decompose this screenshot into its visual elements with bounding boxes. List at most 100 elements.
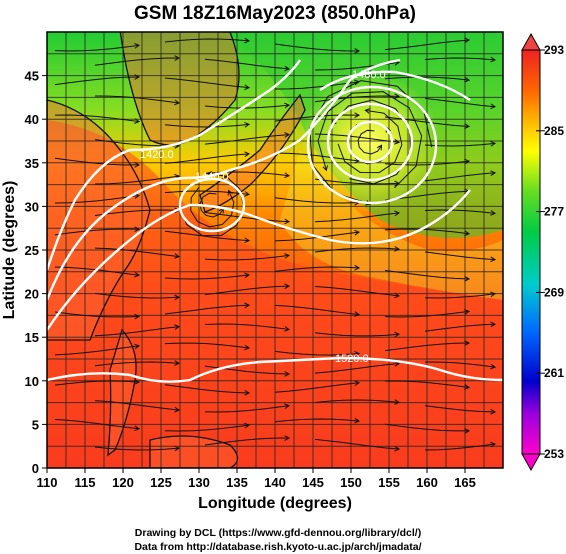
y-tick-label: 35 <box>25 156 39 171</box>
colorbar-tick-label: 285 <box>544 124 564 138</box>
x-tick-label: 155 <box>378 475 400 490</box>
streamline <box>424 172 496 182</box>
streamline-arrow <box>394 399 401 405</box>
streamline <box>54 157 140 166</box>
streamline <box>164 424 250 432</box>
streamline-arrow <box>134 379 141 385</box>
streamline <box>274 266 360 272</box>
streamline-arrow <box>364 108 371 114</box>
streamline <box>384 228 470 235</box>
streamline-arrow <box>394 292 401 299</box>
streamline-arrow <box>284 283 291 290</box>
streamline <box>179 172 245 237</box>
streamline <box>274 81 360 90</box>
streamline <box>94 247 180 258</box>
streamline-arrow <box>490 291 497 298</box>
x-tick-label: 140 <box>264 475 286 490</box>
streamline-arrow <box>490 56 497 63</box>
x-tick-label: 115 <box>75 475 96 490</box>
streamline <box>204 254 290 261</box>
colorbar-bottom-arrow <box>521 453 541 472</box>
streamline-arrow <box>376 144 383 151</box>
streamline-arrow <box>134 162 141 168</box>
streamline-arrow <box>354 264 361 271</box>
streamline <box>54 418 140 430</box>
streamline <box>204 171 290 177</box>
streamline-arrow <box>284 102 291 109</box>
streamline <box>54 44 140 52</box>
low-contour-ring-3 <box>306 85 438 205</box>
streamline <box>164 77 250 89</box>
streamline <box>424 405 496 413</box>
streamline <box>164 153 250 164</box>
streamline-arrow <box>464 37 471 44</box>
contour-labels: 1420.0 1440.0 1480.0 1520.0 <box>140 69 386 365</box>
streamline-arrow <box>490 256 497 263</box>
streamline <box>314 399 400 403</box>
streamline-arrow <box>244 151 251 157</box>
streamline-arrow <box>134 118 141 124</box>
streamline-arrow <box>394 93 401 100</box>
streamline <box>314 178 400 185</box>
streamline <box>314 212 400 223</box>
streamline-arrow <box>354 417 361 424</box>
streamline <box>204 285 290 296</box>
streamline <box>54 380 140 386</box>
streamline-arrow <box>490 103 497 110</box>
streamline-arrow <box>464 428 471 434</box>
streamline <box>164 38 250 43</box>
streamline-arrow <box>394 331 401 338</box>
x-tick-label: 145 <box>302 475 324 490</box>
streamline-arrow <box>464 76 471 83</box>
streamline <box>384 116 470 127</box>
contour-1460 <box>47 189 471 331</box>
streamline <box>190 186 235 228</box>
streamline <box>274 304 360 316</box>
streamline <box>94 57 180 66</box>
x-tick-label: 135 <box>226 475 248 490</box>
streamline <box>274 197 360 204</box>
streamline <box>54 311 140 318</box>
streamline-arrow <box>174 253 181 259</box>
y-tick-label: 5 <box>32 417 39 432</box>
streamline <box>384 160 470 166</box>
colorbar-tick-label: 277 <box>544 205 564 219</box>
y-tick-label: 10 <box>25 374 39 389</box>
height-contours <box>47 58 503 383</box>
streamline <box>384 423 470 432</box>
streamline-arrow <box>284 403 291 410</box>
streamline <box>164 304 250 315</box>
streamline <box>94 175 180 185</box>
streamline-arrow <box>354 351 361 357</box>
streamline-arrow <box>354 229 361 236</box>
streamline <box>54 345 140 356</box>
y-tick-label: 30 <box>25 199 39 214</box>
streamline-arrow <box>174 294 181 301</box>
streamline <box>54 195 140 204</box>
streamline-arrow <box>174 324 181 330</box>
streamline <box>384 380 470 389</box>
contour-label: 1440.0 <box>195 171 229 183</box>
streamline-arrow <box>490 321 497 328</box>
streamline-arrow <box>134 343 141 350</box>
streamline <box>94 209 180 216</box>
streamline-arrow <box>354 311 361 317</box>
footer-credit-data: Data from http://database.rish.kyoto-u.a… <box>134 541 421 553</box>
streamline <box>314 95 400 103</box>
streamline <box>204 104 290 109</box>
streamline <box>274 418 360 423</box>
streamline-arrow <box>284 371 291 377</box>
streamline-arrow <box>284 435 291 441</box>
lat-lon-grid <box>47 32 503 468</box>
colorbar-tick-label: 269 <box>544 285 564 299</box>
streamline-arrow <box>134 425 141 432</box>
streamline <box>424 443 496 451</box>
y-tick-label: 0 <box>32 461 39 476</box>
streamline-arrow <box>284 132 291 138</box>
streamline <box>424 361 496 368</box>
x-tick-label: 150 <box>340 475 362 490</box>
colorbar-tick-label: 253 <box>544 447 564 461</box>
contour-label: 1420.0 <box>140 149 174 161</box>
y-tick-label: 15 <box>25 330 39 345</box>
